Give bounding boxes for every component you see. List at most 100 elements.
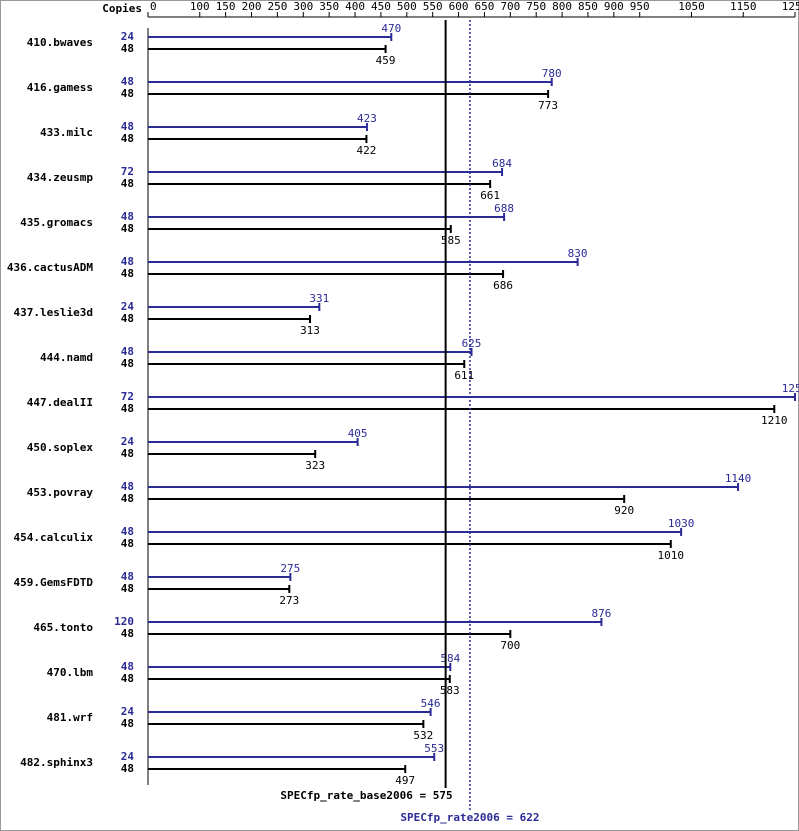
category-label: 482.sphinx3: [20, 756, 93, 769]
value-label: 583: [440, 684, 460, 697]
value-label: 553: [424, 742, 444, 755]
copies-label: 48: [121, 132, 134, 145]
copies-label: 48: [121, 627, 134, 640]
value-label: 661: [480, 189, 500, 202]
value-label: 688: [494, 202, 514, 215]
value-label: 273: [279, 594, 299, 607]
value-label: 773: [538, 99, 558, 112]
category-label: 434.zeusmp: [27, 171, 94, 184]
copies-label: 48: [121, 255, 134, 268]
x-tick-label: 850: [578, 0, 598, 13]
copies-label: 48: [121, 345, 134, 358]
value-label: 459: [376, 54, 396, 67]
category-label: 454.calculix: [14, 531, 94, 544]
value-label: 920: [614, 504, 634, 517]
category-label: 453.povray: [27, 486, 94, 499]
x-tick-label: 0: [150, 0, 157, 13]
value-label: 1210: [761, 414, 788, 427]
copies-label: 48: [121, 87, 134, 100]
copies-label: 48: [121, 210, 134, 223]
value-label: 584: [440, 652, 460, 665]
value-label: 275: [280, 562, 300, 575]
value-label: 830: [568, 247, 588, 260]
x-axis-label: Copies: [102, 2, 142, 15]
x-tick-label: 100: [190, 0, 210, 13]
copies-label: 48: [121, 75, 134, 88]
value-label: 780: [542, 67, 562, 80]
copies-label: 48: [121, 660, 134, 673]
copies-label: 48: [121, 717, 134, 730]
copies-label: 24: [121, 750, 135, 763]
value-label: 684: [492, 157, 512, 170]
copies-label: 48: [121, 267, 134, 280]
copies-label: 48: [121, 402, 134, 415]
copies-label: 48: [121, 480, 134, 493]
copies-label: 48: [121, 447, 134, 460]
category-label: 410.bwaves: [27, 36, 93, 49]
value-label: 422: [356, 144, 376, 157]
copies-label: 48: [121, 582, 134, 595]
x-tick-label: 750: [526, 0, 546, 13]
copies-label: 48: [121, 357, 134, 370]
value-label: 700: [500, 639, 520, 652]
category-label: 433.milc: [40, 126, 93, 139]
value-label: 585: [441, 234, 461, 247]
x-tick-label: 800: [552, 0, 572, 13]
copies-label: 48: [121, 312, 134, 325]
x-tick-label: 400: [345, 0, 365, 13]
value-label: 876: [591, 607, 611, 620]
copies-label: 24: [121, 705, 135, 718]
value-label: 625: [462, 337, 482, 350]
x-tick-label: 200: [242, 0, 262, 13]
x-tick-label: 650: [475, 0, 495, 13]
value-label: 1140: [725, 472, 752, 485]
copies-label: 48: [121, 672, 134, 685]
reference-label: SPECfp_rate2006 = 622: [400, 811, 539, 824]
x-tick-label: 550: [423, 0, 443, 13]
value-label: 546: [421, 697, 441, 710]
category-label: 450.soplex: [27, 441, 94, 454]
copies-label: 48: [121, 537, 134, 550]
category-label: 481.wrf: [47, 711, 93, 724]
copies-label: 48: [121, 222, 134, 235]
category-label: 465.tonto: [33, 621, 93, 634]
copies-label: 24: [121, 30, 135, 43]
category-label: 470.lbm: [47, 666, 94, 679]
category-label: 435.gromacs: [20, 216, 93, 229]
value-label: 497: [395, 774, 415, 787]
category-label: 459.GemsFDTD: [14, 576, 94, 589]
value-label: 323: [305, 459, 325, 472]
copies-label: 24: [121, 300, 135, 313]
x-tick-label: 250: [267, 0, 287, 13]
category-label: 444.namd: [40, 351, 93, 364]
copies-label: 48: [121, 762, 134, 775]
x-tick-label: 500: [397, 0, 417, 13]
copies-label: 48: [121, 492, 134, 505]
copies-label: 48: [121, 42, 134, 55]
copies-label: 48: [121, 120, 134, 133]
x-tick-label: 350: [319, 0, 339, 13]
copies-label: 24: [121, 435, 135, 448]
value-label: 1030: [668, 517, 695, 530]
value-label: 686: [493, 279, 513, 292]
value-label: 331: [309, 292, 329, 305]
copies-label: 72: [121, 390, 134, 403]
copies-label: 48: [121, 177, 134, 190]
category-label: 416.gamess: [27, 81, 93, 94]
value-label: 1250: [782, 382, 799, 395]
x-tick-label: 300: [293, 0, 313, 13]
x-tick-label: 700: [500, 0, 520, 13]
x-tick-label: 600: [449, 0, 469, 13]
x-tick-label: 1050: [678, 0, 705, 13]
x-tick-label: 900: [604, 0, 624, 13]
value-label: 313: [300, 324, 320, 337]
x-tick-label: 950: [630, 0, 650, 13]
value-label: 423: [357, 112, 377, 125]
value-label: 1010: [658, 549, 685, 562]
value-label: 532: [413, 729, 433, 742]
category-label: 437.leslie3d: [14, 306, 93, 319]
copies-label: 48: [121, 525, 134, 538]
